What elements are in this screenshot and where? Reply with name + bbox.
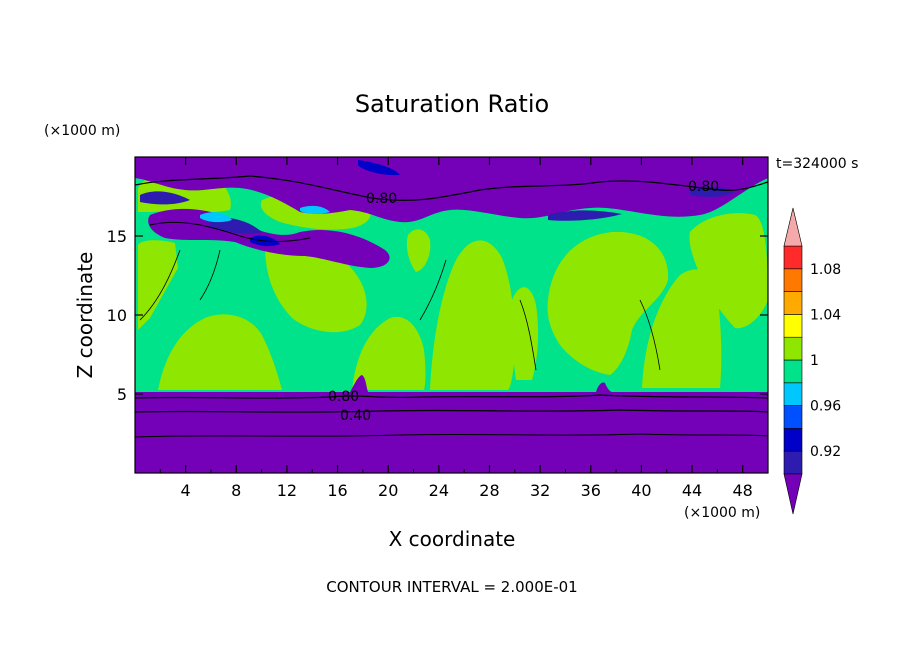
lower-dry-layer bbox=[135, 375, 768, 473]
x-tick-label: 8 bbox=[231, 481, 241, 500]
x-tick-label: 16 bbox=[327, 481, 347, 500]
x-unit-label: (×1000 m) bbox=[684, 505, 760, 521]
colorbar-cell bbox=[783, 314, 803, 338]
x-axis-title: X coordinate bbox=[389, 527, 516, 551]
x-tick-label: 28 bbox=[479, 481, 499, 500]
colorbar-cell bbox=[783, 359, 803, 384]
green-region bbox=[265, 244, 367, 333]
green-region bbox=[642, 269, 722, 388]
x-tick-label: 4 bbox=[181, 481, 191, 500]
x-tick-label: 12 bbox=[277, 481, 297, 500]
colorbar-tick-label: 0.92 bbox=[810, 444, 841, 460]
contour-label: 0.80 bbox=[328, 389, 359, 405]
colorbar-cell bbox=[783, 291, 803, 315]
green-region bbox=[547, 231, 669, 375]
green-region bbox=[138, 240, 178, 330]
chart-title: Saturation Ratio bbox=[355, 90, 549, 118]
colorbar-tick-label: 1 bbox=[810, 353, 819, 369]
y-tick-label: 15 bbox=[107, 227, 127, 246]
colorbar-upper-arrow bbox=[783, 207, 803, 247]
contour-line bbox=[149, 221, 311, 242]
x-axis: 4 8 12 16 20 24 28 32 36 40 44 48 bbox=[159, 157, 753, 500]
y-axis: 5 10 15 bbox=[107, 227, 768, 404]
green-region bbox=[689, 213, 768, 329]
dark-blue-patch bbox=[358, 160, 400, 176]
colorbar-cell bbox=[783, 428, 803, 452]
x-tick-label: 44 bbox=[682, 481, 702, 500]
colorbar-tick-label: 1.08 bbox=[810, 262, 841, 278]
green-region bbox=[158, 314, 282, 390]
colorbar-tick-label: 0.96 bbox=[810, 399, 841, 415]
contour-label: 0.40 bbox=[340, 408, 371, 424]
colorbar-cell bbox=[783, 382, 803, 406]
contour-line bbox=[135, 394, 768, 399]
green-region bbox=[430, 240, 515, 390]
x-tick-label: 32 bbox=[530, 481, 550, 500]
x-tick-label: 36 bbox=[581, 481, 601, 500]
contour-label: 0.80 bbox=[688, 179, 719, 195]
x-tick-label: 48 bbox=[733, 481, 753, 500]
contour-line bbox=[135, 175, 768, 202]
green-region bbox=[511, 287, 539, 380]
green-region bbox=[352, 316, 426, 390]
green-region bbox=[406, 229, 431, 272]
colorbar-cell bbox=[783, 450, 803, 475]
supersaturated-regions bbox=[138, 168, 768, 390]
y-axis-title: Z coordinate bbox=[73, 252, 97, 379]
colorbar-cell bbox=[783, 268, 803, 292]
colorbar-cell bbox=[783, 405, 803, 429]
y-unit-label: (×1000 m) bbox=[44, 123, 120, 139]
colorbar-lower-arrow bbox=[783, 473, 803, 515]
plot-area: 0.80 0.80 0.80 0.40 bbox=[135, 157, 768, 473]
contour-line bbox=[139, 249, 661, 371]
contour-line bbox=[135, 433, 768, 438]
dark-blue-patch bbox=[140, 191, 190, 205]
contour-lines bbox=[135, 175, 768, 438]
colorbar-tick-label: 1.04 bbox=[810, 307, 841, 323]
x-tick-label: 40 bbox=[631, 481, 651, 500]
colorbar: 0.92 0.96 1 1.04 1.08 bbox=[783, 207, 841, 515]
contour-line bbox=[135, 409, 768, 413]
dark-blue-patch bbox=[548, 210, 622, 221]
x-tick-label: 20 bbox=[378, 481, 398, 500]
colorbar-cell bbox=[783, 245, 803, 270]
x-tick-label: 24 bbox=[429, 481, 449, 500]
colorbar-cell bbox=[783, 336, 803, 361]
upper-dry-layer bbox=[135, 157, 768, 223]
cyan-patch bbox=[200, 212, 232, 223]
contour-interval-footer: CONTOUR INTERVAL = 2.000E-01 bbox=[326, 578, 577, 596]
transition-patches bbox=[140, 160, 735, 247]
time-label: t=324000 s bbox=[776, 156, 858, 172]
contour-label: 0.80 bbox=[366, 191, 397, 207]
dark-blue-patch bbox=[690, 186, 735, 197]
y-tick-label: 5 bbox=[117, 385, 127, 404]
y-tick-label: 10 bbox=[107, 306, 127, 325]
cyan-patch bbox=[300, 205, 330, 214]
